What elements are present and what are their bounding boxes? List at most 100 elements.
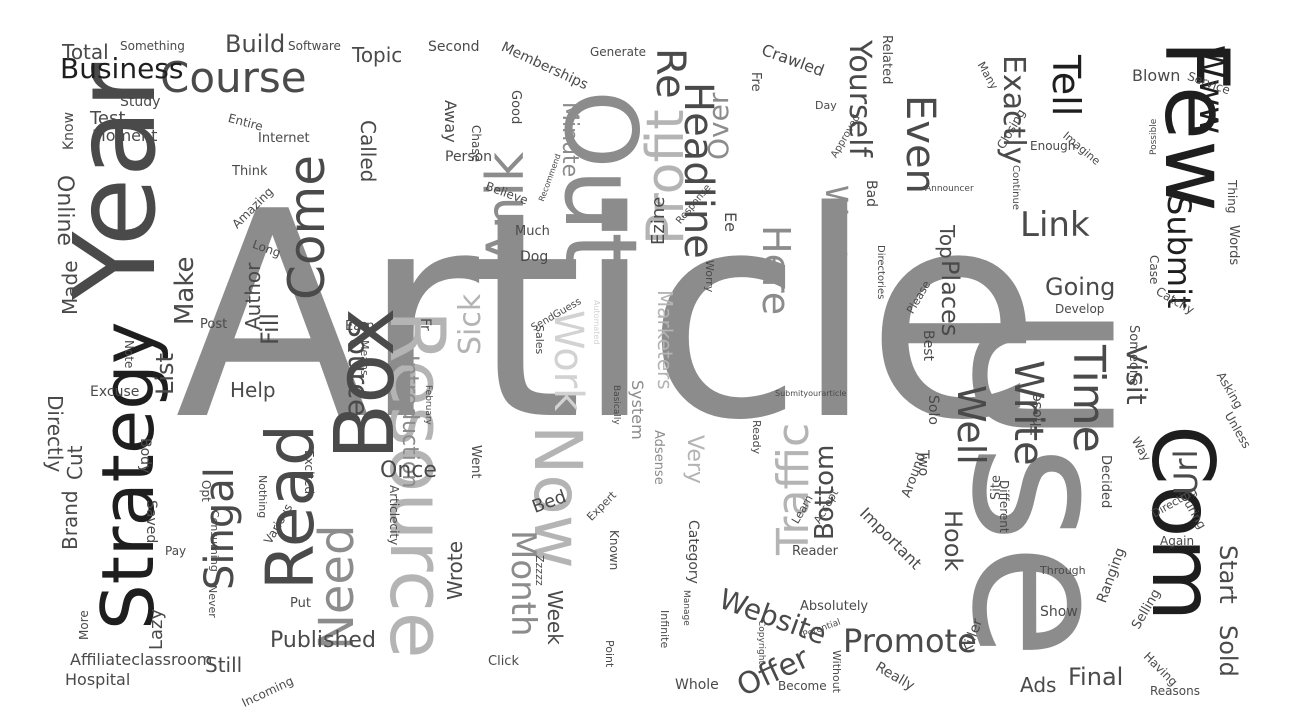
word-shtml: Shtml xyxy=(821,310,842,363)
word-opt: Opt xyxy=(199,480,213,502)
word-really: Really xyxy=(872,659,918,695)
word-second: Second xyxy=(428,39,480,55)
word-test: Test xyxy=(90,108,126,129)
word-make: Make xyxy=(170,256,200,326)
word-having: Having xyxy=(1140,649,1181,689)
word-hospital: Hospital xyxy=(65,670,131,689)
word-articlecity: Articlecity xyxy=(387,485,401,546)
word-something: Something xyxy=(120,39,185,53)
word-directories: Directories xyxy=(875,245,886,300)
word-again: Again xyxy=(1160,534,1195,548)
word-case: Case xyxy=(1147,255,1161,285)
word-enough: Enough xyxy=(1030,139,1076,153)
word-automated: Automated xyxy=(592,300,601,345)
word-think: Think xyxy=(232,164,268,179)
word-total: Total xyxy=(62,40,109,64)
word-note: Note xyxy=(122,340,136,369)
word-become: Become xyxy=(778,679,827,693)
word-thing: Thing xyxy=(1225,180,1239,214)
word-possible: Possible xyxy=(1149,118,1159,155)
word-know: Know xyxy=(61,111,77,150)
word-put: Put xyxy=(290,596,311,611)
word-excuse: Excuse xyxy=(90,384,140,400)
word-february: February xyxy=(423,385,433,425)
word-different: Different xyxy=(997,480,1011,533)
word-much: Much xyxy=(515,224,550,239)
word-copyright: Copyright xyxy=(756,620,766,664)
word-incoming: Incoming xyxy=(239,673,296,710)
word-memberships: Memberships xyxy=(498,39,591,94)
word-minute: Minute xyxy=(557,102,582,178)
word-category: Category xyxy=(685,520,701,584)
word-announcer: Announcer xyxy=(925,184,974,194)
word-ezine: Ezine xyxy=(648,196,669,245)
word-reasons: Reasons xyxy=(1150,684,1200,698)
word-manage: Manage xyxy=(681,590,691,626)
word-promote: Promote xyxy=(843,622,977,660)
word-reader: Reader xyxy=(792,544,839,559)
word-away: Away xyxy=(441,100,460,143)
word-fill: Fill xyxy=(256,312,284,345)
word-offer: Offer xyxy=(731,640,815,705)
word-list: List xyxy=(151,353,179,395)
word-software: Software xyxy=(288,39,341,53)
word-infinite: Infinite xyxy=(658,610,671,649)
word-continue: Continue xyxy=(1010,165,1021,210)
word-topic: Topic xyxy=(352,43,403,67)
word-want: Want xyxy=(818,185,853,262)
word-worry: Worry xyxy=(703,260,716,293)
word-pay: Pay xyxy=(165,544,187,558)
word-study: Study xyxy=(120,94,161,110)
word-day: Day xyxy=(815,99,837,112)
word-work: Work xyxy=(545,310,591,412)
word-even: Even xyxy=(897,95,943,194)
word-asking: Asking xyxy=(1213,369,1246,412)
word-marketers: Marketers xyxy=(653,290,677,390)
word-start: Start xyxy=(1214,545,1242,604)
word-moment: Moment xyxy=(92,126,158,145)
word-fr: Fr xyxy=(417,318,433,331)
word-cut: Cut xyxy=(63,445,87,480)
word-well: Well xyxy=(949,385,993,465)
word-submityourarticle: Submityourarticle xyxy=(775,389,847,398)
word-fre: Fre xyxy=(748,72,763,92)
word-business: Business xyxy=(60,52,184,85)
word-week: Week xyxy=(543,590,567,645)
word-final: Final xyxy=(1068,663,1124,691)
word-nothing: Nothing xyxy=(256,475,269,519)
word-more: More xyxy=(77,610,91,640)
word-sick: Sick xyxy=(453,293,488,355)
word-basically: Basically xyxy=(611,385,621,425)
word-article: Article xyxy=(175,151,1041,483)
word-affiliateclassroom: Affiliateclassroom xyxy=(70,650,213,669)
word-lazy: Lazy xyxy=(146,608,167,650)
word-re: Re xyxy=(647,48,693,99)
word-earn: Earn xyxy=(345,319,375,334)
word-related: Related xyxy=(879,35,894,85)
word-link: Link xyxy=(1020,205,1090,245)
word-system: System xyxy=(628,380,647,440)
word-best: Best xyxy=(920,330,936,362)
word-crawled: Crawled xyxy=(759,40,827,81)
word-come: Come xyxy=(278,155,336,300)
word-solo: Solo xyxy=(925,395,941,425)
word-directly: Directly xyxy=(43,395,67,473)
word-entire: Entire xyxy=(226,111,265,134)
word-consuming: Consuming xyxy=(208,510,221,572)
word-body: Body xyxy=(137,438,153,474)
word-very: Very xyxy=(682,435,707,484)
word-made: Made xyxy=(58,260,82,315)
word-absolutely: Absolutely xyxy=(800,599,869,614)
word-decided: Decided xyxy=(1098,455,1113,509)
word-never: Never xyxy=(206,585,219,618)
word-once: Once xyxy=(380,458,437,483)
word-adsense: Adsense xyxy=(651,430,666,485)
word-here: Here xyxy=(754,225,798,316)
word-over: Over xyxy=(702,92,735,160)
word-top: Top xyxy=(935,225,959,259)
word-without: Without xyxy=(830,650,843,693)
word-hook: Hook xyxy=(939,510,967,572)
word-words: Words xyxy=(1226,225,1241,266)
word-click: Click xyxy=(488,654,519,669)
word-places: Places xyxy=(936,260,964,337)
